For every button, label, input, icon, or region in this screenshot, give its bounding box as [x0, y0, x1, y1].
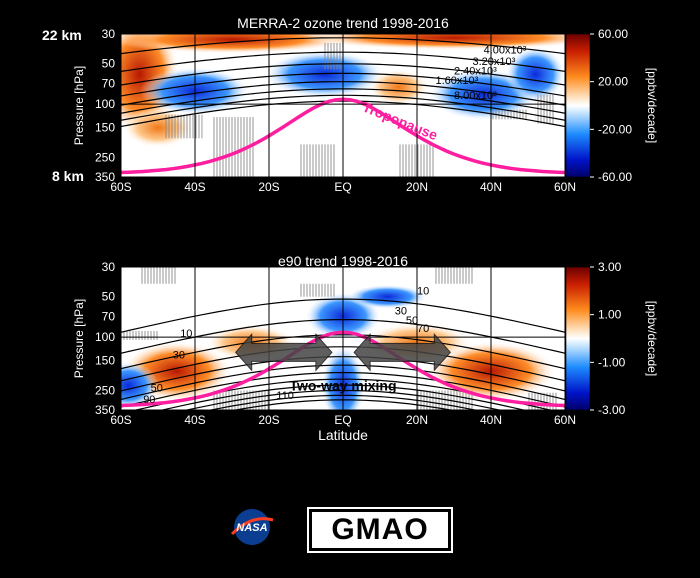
contour-label: 10: [417, 285, 429, 297]
y-tick-label: 70: [102, 76, 116, 90]
contour-label: 110: [276, 390, 294, 402]
mixing-arrows: [235, 333, 451, 372]
field-blob: [264, 50, 385, 99]
contour-label: 3.20x10³: [473, 56, 516, 68]
y-axis-label: Pressure [hPa]: [72, 299, 86, 378]
y-tick-label: 250: [95, 150, 115, 164]
field-blob: [347, 284, 428, 309]
x-tick-label: 20N: [406, 180, 428, 194]
colorbar: [565, 266, 591, 411]
heatmap-field: [121, 34, 565, 177]
y-tick-label: 50: [102, 57, 116, 71]
x-axis-label: Latitude: [318, 427, 368, 443]
colorbar-tick-label: 3.00: [598, 260, 622, 274]
significance-hatch: [121, 330, 158, 340]
contour-label: 30: [173, 350, 185, 362]
y-tick-label: 250: [95, 383, 115, 397]
x-tick-label: EQ: [334, 413, 351, 427]
y-tick-label: 30: [102, 260, 116, 274]
x-tick-label: 60N: [554, 413, 576, 427]
contour-label: 8.00x10²: [454, 90, 497, 102]
nasa-logo: NASA: [230, 509, 274, 545]
colorbar-label: [ppbv/decade]: [645, 301, 659, 376]
significance-hatch: [417, 390, 473, 410]
y-tick-label: 50: [102, 290, 116, 304]
plot-frame: [120, 266, 566, 411]
grid-lines: [121, 267, 565, 410]
contour-label: 30: [395, 306, 407, 318]
panel-1: MERRA-2 ozone trend 1998-2016 60S 40S 20S EQ…: [42, 15, 659, 194]
significance-hatch: [491, 109, 528, 120]
contour-label: 50: [406, 315, 418, 327]
y-tick-label: 350: [95, 403, 115, 417]
x-tick-label: 20S: [258, 180, 279, 194]
heatmap-field: [121, 267, 565, 410]
chart-title: MERRA-2 ozone trend 1998-2016: [237, 15, 449, 31]
y-tick-label: 70: [102, 309, 116, 323]
y-tick-label: 150: [95, 354, 115, 368]
contour-label: 1.60x10³: [436, 75, 479, 87]
x-tick-label: 20S: [258, 413, 279, 427]
significance-hatch: [165, 114, 203, 139]
double-arrow: [235, 333, 333, 372]
x-tick-label: 40S: [184, 413, 205, 427]
colorbar-tick-label: -60.00: [598, 170, 632, 184]
significance-hatch: [139, 267, 177, 284]
contour-label: 50: [151, 383, 163, 395]
significance-hatch: [298, 144, 336, 177]
double-arrow: [353, 333, 451, 372]
colorbar-tick-label: 60.00: [598, 27, 628, 41]
colorbar: [565, 33, 591, 178]
y-tick-label: 350: [95, 170, 115, 184]
plot-frame: [120, 33, 566, 178]
colorbar-tick-label: -20.00: [598, 122, 632, 136]
mixing-label: Two-way mixing: [289, 377, 396, 393]
nasa-swoosh: [230, 517, 274, 536]
panel-2: e90 trend 1998-2016 60S 40S 20S EQ 20N 40N 60N 3…: [72, 253, 659, 443]
colorbar-tick-label: -1.00: [598, 355, 626, 369]
x-tick-label: 60S: [110, 180, 131, 194]
colorbar-tick-label: 1.00: [598, 308, 622, 322]
chart-title: e90 trend 1998-2016: [278, 253, 408, 269]
gmao-logo-text: GMAO: [331, 513, 429, 546]
x-tick-label: EQ: [334, 180, 351, 194]
significance-hatch: [213, 390, 269, 410]
contour-label: 4.00x10³: [484, 45, 527, 57]
x-tick-label: 20N: [406, 413, 428, 427]
nasa-logo-text: NASA: [236, 522, 267, 534]
colorbar-tick-label: -3.00: [598, 403, 626, 417]
x-tick-label: 60S: [110, 413, 131, 427]
x-tick-label: 40N: [480, 413, 502, 427]
contour-label: 90: [143, 394, 155, 406]
x-tick-label: 40S: [184, 180, 205, 194]
grid-lines: [121, 34, 565, 177]
altitude-label-bottom: 8 km: [52, 168, 84, 184]
y-tick-label: 100: [95, 330, 115, 344]
x-tick-label: 60N: [554, 180, 576, 194]
colorbar-label: [ppbv/decade]: [645, 68, 659, 143]
altitude-label-top: 22 km: [42, 27, 82, 43]
significance-hatch: [298, 283, 336, 297]
significance-hatch: [324, 42, 343, 70]
contour-label: 2.40x10³: [454, 65, 497, 77]
y-tick-label: 100: [95, 97, 115, 111]
significance-hatch: [435, 267, 473, 284]
gmao-logo: GMAO: [309, 509, 451, 551]
x-tick-label: 40N: [480, 180, 502, 194]
y-tick-label: 30: [102, 27, 116, 41]
colorbar-tick-label: 20.00: [598, 75, 628, 89]
contour-label: 10: [180, 328, 192, 340]
contour-label: 70: [417, 323, 429, 335]
y-tick-label: 150: [95, 121, 115, 135]
y-axis-label: Pressure [hPa]: [72, 66, 86, 145]
